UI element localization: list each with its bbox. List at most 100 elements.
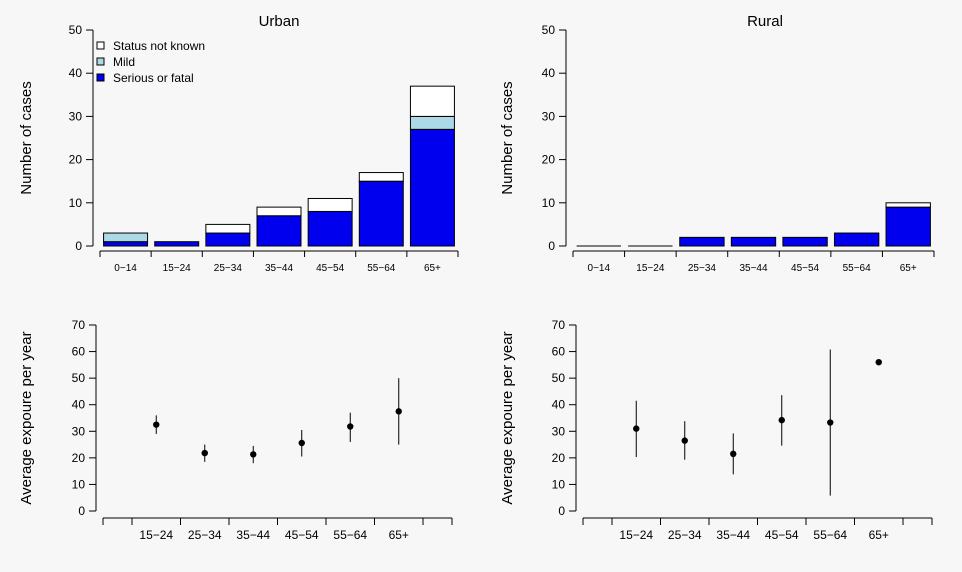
x-tick-label: 35−44 [716, 528, 750, 542]
y-tick-label: 60 [72, 345, 86, 359]
data-point [730, 450, 737, 458]
x-tick-label: 45−54 [285, 528, 319, 542]
bar-segment [885, 206, 931, 247]
data-point [875, 359, 882, 366]
data-point [681, 437, 688, 444]
y-tick-label: 30 [542, 109, 556, 123]
data-point [298, 439, 305, 447]
y-tick-label: 0 [548, 239, 555, 253]
x-tick-label: 25−34 [668, 528, 702, 542]
y-tick-label: 20 [69, 153, 83, 167]
y-tick-label: 50 [69, 23, 83, 37]
data-point [395, 408, 402, 415]
chart-title: Rural [747, 13, 783, 30]
y-tick-label: 20 [542, 153, 556, 167]
y-axis-label: Average expoure per year [18, 331, 35, 504]
chart-panel-4: 0 10 20 30 40 50 60 70 Average expoure per year 1… [499, 318, 933, 542]
x-tick-label: 45−54 [765, 528, 799, 542]
legend-label: Serious or fatal [113, 71, 194, 85]
bar-segment [409, 85, 455, 117]
bar-segment [409, 128, 455, 247]
x-tick-label: 0−14 [114, 263, 137, 274]
x-tick-label: 65+ [869, 528, 889, 542]
y-tick-label: 40 [72, 398, 86, 412]
bar-segment [409, 115, 455, 130]
legend-swatch [96, 41, 105, 50]
y-tick-label: 0 [75, 239, 82, 253]
legend-swatch [96, 73, 105, 82]
y-tick-label: 20 [552, 451, 566, 465]
y-tick-label: 50 [542, 23, 556, 37]
legend-swatch [96, 57, 105, 66]
y-tick-label: 70 [552, 318, 566, 332]
chart-panel-1: 0 10 20 30 40 50 Number of cases Urban 0−14 15−24… [18, 13, 459, 274]
y-tick-label: 40 [542, 66, 556, 80]
x-tick-label: 65+ [389, 528, 409, 542]
y-axis-label: Average expoure per year [499, 331, 516, 504]
bar-segment [679, 236, 725, 247]
y-tick-label: 40 [552, 398, 566, 412]
data-point [827, 419, 834, 426]
y-tick-label: 10 [69, 196, 83, 210]
x-tick-label: 25−34 [214, 263, 243, 274]
x-tick-label: 65+ [424, 263, 441, 274]
chart-panel-2: 0 10 20 30 40 50 Number of cases Rural 0−14 15−24… [499, 13, 935, 274]
bar-segment [307, 197, 353, 212]
data-point [633, 425, 640, 432]
y-tick-label: 30 [69, 109, 83, 123]
bar-segment [730, 236, 777, 247]
bar-segment [103, 241, 149, 247]
x-tick-label: 15−24 [163, 263, 192, 274]
bar-segment [885, 202, 931, 208]
bar-segment [205, 223, 251, 234]
x-tick-label: 65+ [900, 263, 917, 274]
y-tick-label: 30 [72, 424, 86, 438]
y-tick-label: 0 [78, 504, 85, 518]
y-tick-label: 50 [72, 371, 86, 385]
x-tick-label: 35−44 [739, 263, 768, 274]
x-tick-label: 35−44 [265, 263, 294, 274]
data-point [153, 421, 160, 428]
data-point [778, 416, 785, 424]
y-axis-label: Number of cases [18, 81, 35, 194]
bar-segment [833, 232, 880, 247]
x-tick-label: 55−64 [813, 528, 847, 542]
chart-title: Urban [259, 13, 300, 30]
legend-label: Mild [113, 55, 135, 69]
y-tick-label: 10 [72, 477, 86, 491]
x-tick-label: 55−64 [333, 528, 367, 542]
x-tick-label: 35−44 [236, 528, 270, 542]
legend: Status not known Mild Serious or fatal [96, 39, 205, 85]
bar-segment [307, 210, 353, 247]
y-axis-label: Number of cases [499, 81, 516, 194]
bar-segment [256, 215, 302, 247]
y-tick-label: 30 [552, 424, 566, 438]
y-tick-label: 70 [72, 318, 86, 332]
data-point [347, 423, 354, 430]
x-tick-label: 15−24 [619, 528, 653, 542]
data-point [201, 449, 208, 457]
x-tick-label: 45−54 [791, 263, 820, 274]
y-tick-label: 40 [69, 66, 83, 80]
data-point [250, 451, 257, 458]
x-tick-label: 25−34 [688, 263, 717, 274]
y-tick-label: 10 [542, 196, 556, 210]
bar-segment [205, 232, 251, 247]
x-tick-label: 45−54 [316, 263, 345, 274]
y-tick-label: 0 [558, 504, 565, 518]
chart-panel-3: 0 10 20 30 40 50 60 70 Average expoure per year 1… [18, 318, 453, 542]
x-tick-label: 15−24 [636, 263, 665, 274]
y-tick-label: 50 [552, 371, 566, 385]
bar-segment [103, 232, 149, 243]
bar-segment [358, 172, 404, 182]
bar-segment [256, 206, 302, 217]
x-tick-label: 15−24 [139, 528, 173, 542]
x-tick-label: 0−14 [588, 263, 611, 274]
y-tick-label: 10 [552, 477, 566, 491]
bar-segment [154, 241, 200, 247]
x-tick-label: 55−64 [367, 263, 396, 274]
y-tick-label: 20 [72, 451, 86, 465]
bar-segment [358, 180, 404, 247]
bar-segment [782, 236, 828, 247]
